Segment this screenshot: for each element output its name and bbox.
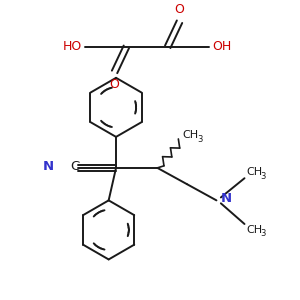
Text: O: O — [110, 78, 119, 91]
Text: CH: CH — [246, 226, 262, 236]
Text: OH: OH — [212, 40, 231, 53]
Text: CH: CH — [246, 167, 262, 177]
Text: HO: HO — [63, 40, 82, 53]
Text: CH: CH — [182, 130, 199, 140]
Text: 3: 3 — [261, 172, 266, 181]
Text: 3: 3 — [197, 135, 202, 144]
Text: N: N — [221, 192, 232, 206]
Text: C: C — [70, 160, 79, 173]
Text: O: O — [175, 3, 184, 16]
Text: N: N — [43, 160, 54, 173]
Text: 3: 3 — [261, 229, 266, 238]
